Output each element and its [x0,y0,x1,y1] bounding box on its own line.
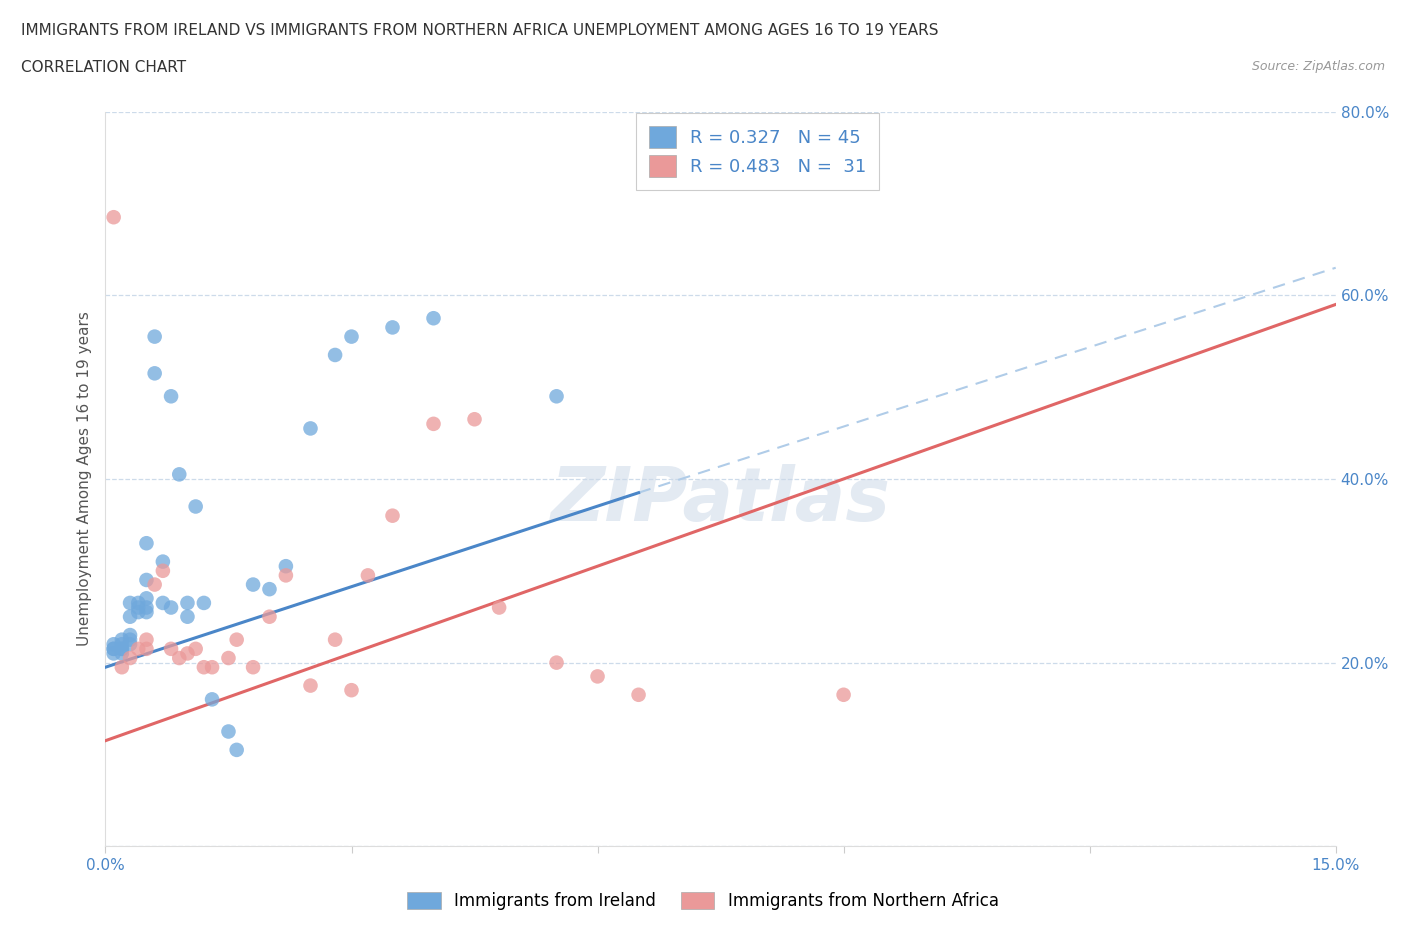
Point [135,632,157,647]
Point [127,600,149,615]
Point [274,568,297,583]
Point [135,536,157,551]
Point [127,642,149,657]
Point [323,632,346,647]
Point [832,687,855,702]
Point [201,692,224,707]
Point [111,632,134,647]
Point [193,659,215,674]
Point [546,656,568,671]
Point [201,659,224,674]
Point [169,467,191,482]
Point [169,651,191,666]
Point [111,642,134,657]
Point [299,421,322,436]
Point [152,564,174,578]
Point [176,646,198,661]
Point [103,637,125,652]
Point [340,683,363,698]
Text: Source: ZipAtlas.com: Source: ZipAtlas.com [1251,60,1385,73]
Point [259,582,281,597]
Point [120,609,141,624]
Point [103,646,125,661]
Point [152,595,174,610]
Point [274,559,297,574]
Point [381,509,404,524]
Point [135,591,157,605]
Point [120,628,141,643]
Point [422,311,444,325]
Point [111,646,134,661]
Point [184,499,207,514]
Point [127,595,149,610]
Point [111,637,134,652]
Point [152,554,174,569]
Point [225,632,247,647]
Point [299,678,322,693]
Point [103,642,125,657]
Text: IMMIGRANTS FROM IRELAND VS IMMIGRANTS FROM NORTHERN AFRICA UNEMPLOYMENT AMONG AG: IMMIGRANTS FROM IRELAND VS IMMIGRANTS FR… [21,23,939,38]
Point [103,210,125,225]
Point [242,659,264,674]
Point [120,595,141,610]
Y-axis label: Unemployment Among Ages 16 to 19 years: Unemployment Among Ages 16 to 19 years [76,312,91,646]
Point [225,742,247,757]
Point [120,632,141,647]
Point [357,568,380,583]
Point [218,724,240,739]
Point [120,651,141,666]
Point [488,600,510,615]
Point [143,329,166,344]
Point [193,595,215,610]
Point [259,609,281,624]
Legend: Immigrants from Ireland, Immigrants from Northern Africa: Immigrants from Ireland, Immigrants from… [401,885,1005,917]
Point [381,320,404,335]
Legend: R = 0.327   N = 45, R = 0.483   N =  31: R = 0.327 N = 45, R = 0.483 N = 31 [636,113,879,190]
Point [422,417,444,432]
Point [242,578,264,592]
Text: CORRELATION CHART: CORRELATION CHART [21,60,186,75]
Point [120,637,141,652]
Point [323,348,346,363]
Point [546,389,568,404]
Point [160,642,183,657]
Point [135,573,157,588]
Point [218,651,240,666]
Text: ZIPatlas: ZIPatlas [551,464,890,538]
Point [111,642,134,657]
Point [176,595,198,610]
Point [143,578,166,592]
Point [176,609,198,624]
Point [127,604,149,619]
Point [103,642,125,657]
Point [160,600,183,615]
Point [160,389,183,404]
Point [586,669,609,684]
Point [627,687,650,702]
Point [135,604,157,619]
Point [143,365,166,380]
Point [111,659,134,674]
Point [340,329,363,344]
Point [464,412,486,427]
Point [135,600,157,615]
Point [135,642,157,657]
Point [184,642,207,657]
